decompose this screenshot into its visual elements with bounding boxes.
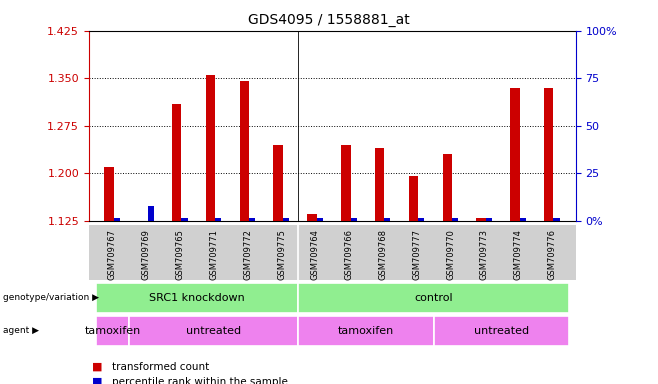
Text: control: control — [415, 293, 453, 303]
Text: untreated: untreated — [474, 326, 529, 336]
Text: ■: ■ — [92, 362, 103, 372]
Text: GSM709775: GSM709775 — [277, 229, 286, 280]
Bar — [510, 88, 520, 221]
Text: GSM709773: GSM709773 — [480, 229, 489, 280]
Text: genotype/variation ▶: genotype/variation ▶ — [3, 293, 99, 303]
Bar — [452, 218, 458, 221]
Bar — [274, 145, 283, 221]
Text: GSM709768: GSM709768 — [378, 229, 388, 280]
Text: GSM709772: GSM709772 — [243, 229, 252, 280]
Bar — [182, 218, 188, 221]
Bar — [384, 218, 390, 221]
Bar — [520, 218, 526, 221]
Bar — [283, 218, 289, 221]
Bar — [249, 218, 255, 221]
Text: SRC1 knockdown: SRC1 knockdown — [149, 293, 245, 303]
Bar — [95, 283, 299, 313]
Bar — [544, 88, 553, 221]
Text: ■: ■ — [92, 377, 103, 384]
Text: GSM709770: GSM709770 — [446, 229, 455, 280]
Bar — [172, 104, 182, 221]
Bar — [299, 283, 569, 313]
Text: GSM709771: GSM709771 — [209, 229, 218, 280]
Text: GSM709769: GSM709769 — [142, 229, 151, 280]
Text: GSM709764: GSM709764 — [311, 229, 320, 280]
Text: transformed count: transformed count — [112, 362, 209, 372]
Bar — [147, 205, 154, 221]
Text: tamoxifen: tamoxifen — [84, 326, 141, 336]
Bar — [240, 81, 249, 221]
Bar — [215, 218, 221, 221]
Text: GSM709776: GSM709776 — [547, 229, 557, 280]
Text: GSM709767: GSM709767 — [108, 229, 117, 280]
Bar — [409, 176, 418, 221]
Bar — [418, 218, 424, 221]
Text: GDS4095 / 1558881_at: GDS4095 / 1558881_at — [248, 13, 410, 27]
Bar — [95, 316, 130, 346]
Bar — [476, 218, 486, 221]
Bar — [443, 154, 452, 221]
Bar — [434, 316, 569, 346]
Bar — [299, 316, 434, 346]
Bar — [114, 218, 120, 221]
Bar — [486, 218, 492, 221]
Bar — [206, 75, 215, 221]
Bar — [375, 148, 384, 221]
Text: GSM709774: GSM709774 — [514, 229, 522, 280]
Text: GSM709766: GSM709766 — [345, 229, 354, 280]
Bar — [553, 218, 559, 221]
Bar — [130, 316, 299, 346]
Bar — [341, 145, 351, 221]
Bar — [307, 214, 316, 221]
Text: GSM709765: GSM709765 — [176, 229, 185, 280]
Text: untreated: untreated — [186, 326, 241, 336]
Bar — [316, 218, 323, 221]
Bar — [351, 218, 357, 221]
Text: percentile rank within the sample: percentile rank within the sample — [112, 377, 288, 384]
Text: tamoxifen: tamoxifen — [338, 326, 394, 336]
Text: agent ▶: agent ▶ — [3, 326, 39, 335]
Bar — [105, 167, 114, 221]
Text: GSM709777: GSM709777 — [413, 229, 421, 280]
